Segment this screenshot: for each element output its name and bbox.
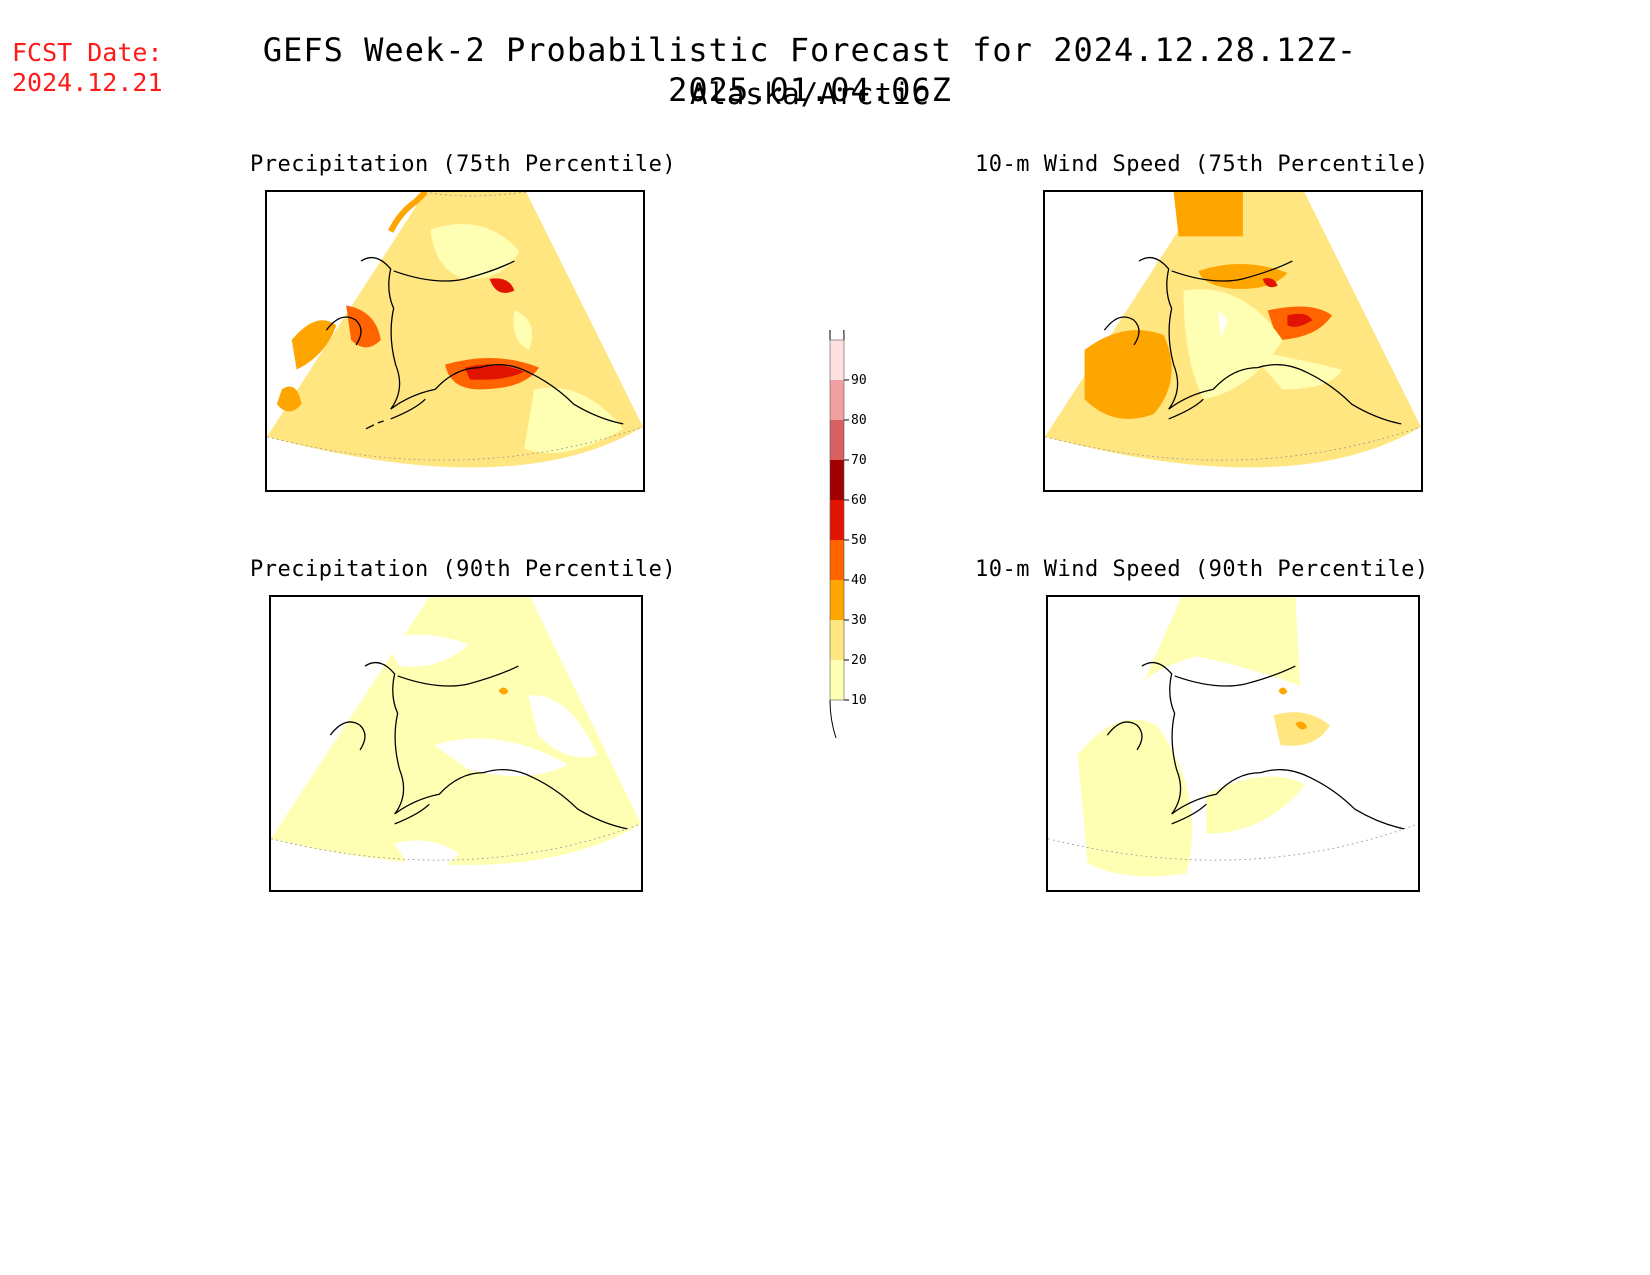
panel-title-wind75: 10-m Wind Speed (75th Percentile)	[975, 152, 1429, 177]
colorbar-swatch	[830, 500, 844, 540]
colorbar-lower-tail	[829, 699, 837, 739]
wind90-map	[1048, 597, 1418, 877]
precip90-blank-area	[384, 634, 469, 667]
forecast-date-label: FCST Date: 2024.12.21	[12, 38, 163, 98]
colorbar-swatch	[830, 460, 844, 500]
colorbar-label: 50	[851, 533, 867, 548]
colorbar-label: 20	[851, 653, 867, 668]
precip75-coastline	[360, 256, 624, 425]
wind75-orange-area	[1173, 192, 1243, 237]
panel-title-precip75: Precipitation (75th Percentile)	[250, 152, 677, 177]
colorbar-svg: 10 20 30 40 50 60 70 80 90	[829, 301, 867, 739]
colorbar-swatch	[830, 580, 844, 620]
wind75-map	[1045, 192, 1421, 468]
precip90-coastline	[364, 661, 628, 830]
region-subtitle: Alaska/Arctic	[690, 77, 930, 111]
panel-title-wind90: 10-m Wind Speed (90th Percentile)	[975, 557, 1429, 582]
wind90-coastline	[1141, 661, 1405, 830]
fcst-date-caption: FCST Date:	[12, 38, 163, 67]
colorbar-outline	[829, 339, 845, 701]
colorbar-label: 90	[851, 373, 867, 388]
map-panel-precip75	[265, 190, 645, 492]
colorbar-label: 80	[851, 413, 867, 428]
fcst-date-value: 2024.12.21	[12, 68, 163, 97]
precip75-map	[267, 192, 643, 468]
panel-title-precip90: Precipitation (90th Percentile)	[250, 557, 677, 582]
precip90-map	[271, 597, 641, 870]
map-panel-precip90	[269, 595, 643, 892]
colorbar-label: 40	[851, 573, 867, 588]
colorbar-label: 30	[851, 613, 867, 628]
wind75-coastline	[1138, 256, 1402, 425]
colorbar-label: 70	[851, 453, 867, 468]
colorbar-label: 10	[851, 693, 867, 708]
map-panel-wind90	[1046, 595, 1420, 892]
colorbar-swatch	[830, 620, 844, 660]
colorbar-swatch	[830, 340, 844, 380]
colorbar: 10 20 30 40 50 60 70 80 90	[820, 301, 890, 740]
colorbar-swatch	[830, 660, 844, 700]
colorbar-swatch	[830, 540, 844, 580]
map-panel-wind75	[1043, 190, 1423, 492]
wind90-light-area	[1141, 597, 1301, 686]
precip90-base-field	[271, 597, 641, 866]
colorbar-swatch	[830, 420, 844, 460]
wind75-light-area	[1183, 289, 1283, 400]
colorbar-swatch	[830, 380, 844, 420]
page-title: GEFS Week-2 Probabilistic Forecast for 2…	[262, 31, 1358, 109]
colorbar-label: 60	[851, 493, 867, 508]
precip75-light-area	[430, 223, 520, 279]
colorbar-upper-tail	[829, 301, 845, 341]
